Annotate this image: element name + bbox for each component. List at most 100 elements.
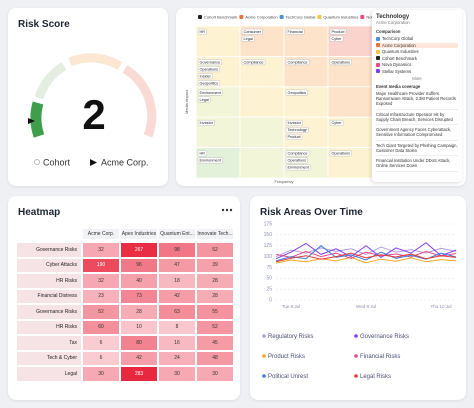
risk-tag bbox=[329, 28, 347, 35]
series-line bbox=[275, 252, 457, 263]
risk-tag-label: Operations bbox=[288, 159, 307, 163]
legend-dot bbox=[354, 374, 358, 378]
column-header: Innovate Tech... bbox=[196, 228, 234, 240]
card-title: Heatmap bbox=[18, 207, 61, 218]
legend-dot bbox=[262, 374, 266, 378]
comparison-item[interactable]: Nova Dynamics bbox=[376, 62, 458, 67]
heat-cell: 23 bbox=[82, 288, 120, 304]
comparison-item[interactable]: TechCorp Global bbox=[376, 36, 458, 41]
heat-cell: 45 bbox=[196, 335, 234, 351]
swatch bbox=[376, 69, 380, 74]
comparison-item[interactable]: Acme Corporation bbox=[376, 42, 458, 48]
risk-tag-label: Cyber bbox=[332, 37, 343, 41]
risk-tag-label: Insider bbox=[200, 74, 212, 78]
legend-swatch bbox=[239, 15, 244, 19]
gauge: 2 Cohort Acme Corp. bbox=[28, 53, 157, 167]
legend-swatch bbox=[198, 15, 202, 19]
risk-tag-label: Product bbox=[288, 135, 302, 139]
comparison-label: Cohort Benchmark bbox=[382, 55, 417, 61]
x-tick-label: Tue 8 Jul bbox=[282, 304, 300, 309]
series-line bbox=[275, 250, 457, 259]
gauge-segment bbox=[122, 65, 157, 138]
series-line bbox=[275, 242, 457, 260]
heatmap-card: Heatmap Acme Corp. Apex Industries Quantum… bbox=[8, 196, 240, 400]
risk-tag-label: Legal bbox=[200, 98, 209, 102]
heat-cell: 55 bbox=[196, 304, 234, 320]
risk-tag-label: Compliance bbox=[288, 152, 308, 156]
legend-dot bbox=[354, 354, 358, 358]
risk-tag bbox=[197, 120, 215, 126]
series-line bbox=[275, 246, 457, 258]
risk-tag-label: Environment bbox=[200, 91, 222, 95]
risk-tag bbox=[197, 96, 211, 103]
heat-cell: 28 bbox=[120, 304, 158, 320]
event-item: Government Agency Faces Cyberattack, Sen… bbox=[376, 127, 458, 141]
risk-tag bbox=[285, 120, 303, 126]
section-title: Comparison bbox=[376, 29, 401, 34]
risk-tag-label: Consumer bbox=[244, 30, 262, 34]
section-title: Event media coverage bbox=[376, 83, 421, 89]
risk-tag-label: Operations bbox=[332, 60, 351, 64]
risk-tag bbox=[329, 59, 352, 66]
risk-tag bbox=[197, 28, 207, 35]
risk-tag-label: HR bbox=[200, 30, 206, 34]
risk-tag bbox=[285, 150, 310, 157]
swatch bbox=[376, 56, 380, 61]
risk-tag bbox=[329, 120, 344, 126]
risk-tag bbox=[285, 59, 310, 66]
heat-cell: 28 bbox=[196, 273, 234, 289]
risk-tag bbox=[285, 164, 311, 171]
menu-icon[interactable] bbox=[220, 207, 236, 213]
column-header: Quantum Ent... bbox=[158, 228, 196, 240]
risk-tag bbox=[285, 127, 309, 133]
panel-title: Technology bbox=[376, 14, 410, 20]
comparison-item[interactable]: Stellar Systems bbox=[376, 69, 458, 74]
comparison-item[interactable]: Quantum Industries bbox=[376, 49, 458, 54]
heat-cell: 40 bbox=[120, 273, 158, 289]
heat-cell: 60 bbox=[82, 319, 120, 335]
heat-cell: 52 bbox=[196, 319, 234, 335]
heat-cell: 283 bbox=[120, 366, 158, 382]
heat-cell: 16 bbox=[158, 335, 196, 351]
legend-label: Financial Risks bbox=[360, 354, 400, 360]
y-tick-label: 150 bbox=[264, 232, 273, 238]
heat-cell: 267 bbox=[120, 242, 158, 258]
risk-tag bbox=[285, 89, 308, 96]
risk-tag-label: Operations bbox=[332, 152, 351, 156]
comparison-item[interactable]: Cohort Benchmark bbox=[376, 56, 458, 61]
risk-tag bbox=[329, 150, 352, 157]
risk-tag bbox=[197, 73, 213, 80]
legend-label: Cohort bbox=[43, 157, 71, 167]
risk-tag bbox=[197, 157, 223, 164]
card-title: Risk Areas Over Time bbox=[260, 207, 363, 218]
row-label: Financial Distress bbox=[16, 288, 82, 304]
y-tick-label: 25 bbox=[266, 286, 272, 292]
risk-tag-label: HR bbox=[200, 152, 206, 156]
heat-cell: 96 bbox=[120, 257, 158, 273]
legend-label: Acme Corp. bbox=[101, 157, 149, 167]
risk-tag-label: Technology bbox=[288, 128, 307, 132]
heat-cell: 42 bbox=[120, 350, 158, 366]
legend-dot bbox=[262, 334, 266, 338]
legend-label: Quantum Industries bbox=[323, 15, 358, 20]
legend-label: Political Unrest bbox=[268, 374, 308, 380]
legend-label: Regulatory Risks bbox=[268, 334, 313, 340]
heat-cell: 98 bbox=[158, 242, 196, 258]
risk-tag-label: Compliance bbox=[288, 60, 308, 64]
y-tick-label: 175 bbox=[264, 221, 273, 227]
risk-tag-label: Governance bbox=[200, 60, 221, 64]
heat-cell: 18 bbox=[158, 273, 196, 289]
comparison-label: Acme Corporation bbox=[382, 42, 416, 48]
row-label: Legal bbox=[16, 366, 82, 382]
matrix-cell bbox=[239, 116, 285, 148]
risk-tag bbox=[329, 35, 344, 42]
event-item: Critical Infrastructure Operator Hit by … bbox=[376, 112, 458, 126]
risk-tag-label: Legal bbox=[244, 37, 253, 41]
row-label: Tech & Cyber bbox=[16, 350, 82, 366]
comparison-label: Stellar Systems bbox=[382, 68, 412, 74]
heat-cell: 8 bbox=[158, 319, 196, 335]
heat-cell: 32 bbox=[82, 273, 120, 289]
matrix-cell bbox=[239, 147, 285, 179]
legend-swatch bbox=[279, 15, 284, 19]
